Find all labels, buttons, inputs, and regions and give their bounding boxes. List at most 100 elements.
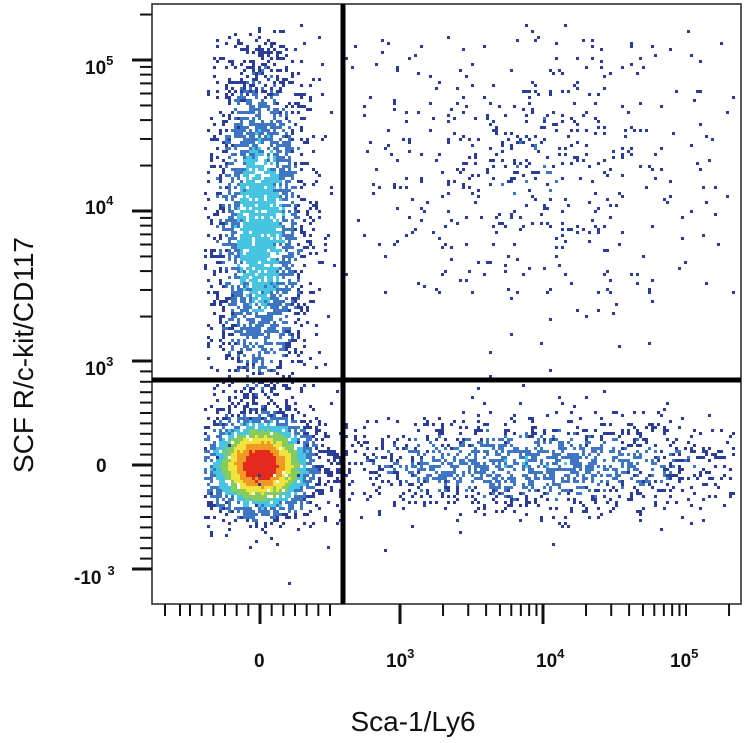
event-dot <box>693 465 696 468</box>
event-dot <box>495 129 498 132</box>
event-dot <box>318 465 321 468</box>
event-dot <box>273 387 276 390</box>
event-dot <box>567 432 570 435</box>
event-dot <box>270 228 273 231</box>
event-dot <box>483 273 486 276</box>
event-dot <box>258 255 261 258</box>
event-dot <box>228 477 231 480</box>
event-dot <box>426 492 429 495</box>
event-dot <box>273 285 276 288</box>
event-dot <box>267 453 270 456</box>
event-dot <box>273 207 276 210</box>
event-dot <box>219 510 222 513</box>
event-dot <box>273 123 276 126</box>
event-dot <box>255 261 258 264</box>
event-dot <box>258 450 261 453</box>
event-dot <box>255 501 258 504</box>
event-dot <box>243 441 246 444</box>
event-dot <box>297 474 300 477</box>
event-dot <box>282 414 285 417</box>
event-dot <box>639 492 642 495</box>
event-dot <box>600 60 603 63</box>
event-dot <box>255 303 258 306</box>
event-dot <box>315 465 318 468</box>
event-dot <box>258 114 261 117</box>
event-dot <box>561 480 564 483</box>
event-dot <box>474 162 477 165</box>
event-dot <box>609 291 612 294</box>
event-dot <box>237 429 240 432</box>
event-dot <box>240 267 243 270</box>
event-dot <box>267 282 270 285</box>
event-dot <box>525 24 528 27</box>
event-dot <box>303 426 306 429</box>
event-dot <box>351 480 354 483</box>
event-dot <box>237 426 240 429</box>
event-dot <box>363 426 366 429</box>
event-dot <box>255 297 258 300</box>
event-dot <box>294 432 297 435</box>
event-dot <box>387 471 390 474</box>
event-dot <box>255 309 258 312</box>
event-dot <box>594 462 597 465</box>
event-dot <box>612 477 615 480</box>
event-dot <box>279 156 282 159</box>
event-dot <box>306 246 309 249</box>
event-dot <box>303 453 306 456</box>
event-dot <box>273 483 276 486</box>
event-dot <box>288 288 291 291</box>
event-dot <box>285 297 288 300</box>
event-dot <box>327 459 330 462</box>
event-dot <box>267 471 270 474</box>
event-dot <box>717 243 720 246</box>
event-dot <box>246 66 249 69</box>
event-dot <box>279 513 282 516</box>
event-dot <box>249 66 252 69</box>
event-dot <box>240 291 243 294</box>
event-dot <box>267 333 270 336</box>
event-dot <box>237 354 240 357</box>
event-dot <box>228 342 231 345</box>
event-dot <box>441 453 444 456</box>
event-dot <box>480 465 483 468</box>
event-dot <box>216 465 219 468</box>
event-dot <box>261 183 264 186</box>
event-dot <box>690 504 693 507</box>
event-dot <box>237 174 240 177</box>
event-dot <box>318 423 321 426</box>
event-dot <box>546 450 549 453</box>
event-dot <box>267 468 270 471</box>
event-dot <box>294 483 297 486</box>
event-dot <box>426 480 429 483</box>
event-dot <box>318 36 321 39</box>
event-dot <box>267 351 270 354</box>
event-dot <box>318 489 321 492</box>
event-dot <box>504 489 507 492</box>
event-dot <box>396 69 399 72</box>
event-dot <box>498 453 501 456</box>
event-dot <box>258 354 261 357</box>
event-dot <box>273 450 276 453</box>
event-dot <box>279 489 282 492</box>
event-dot <box>273 429 276 432</box>
event-dot <box>270 399 273 402</box>
event-dot <box>252 105 255 108</box>
event-dot <box>600 48 603 51</box>
event-dot <box>258 222 261 225</box>
event-dot <box>204 267 207 270</box>
event-dot <box>243 273 246 276</box>
event-dot <box>228 96 231 99</box>
event-dot <box>273 243 276 246</box>
event-dot <box>213 300 216 303</box>
event-dot <box>252 435 255 438</box>
event-dot <box>264 258 267 261</box>
event-dot <box>489 480 492 483</box>
event-dot <box>528 459 531 462</box>
event-dot <box>279 408 282 411</box>
event-dot <box>258 210 261 213</box>
event-dot <box>486 468 489 471</box>
event-dot <box>324 363 327 366</box>
event-dot <box>252 123 255 126</box>
event-dot <box>555 246 558 249</box>
event-dot <box>414 501 417 504</box>
